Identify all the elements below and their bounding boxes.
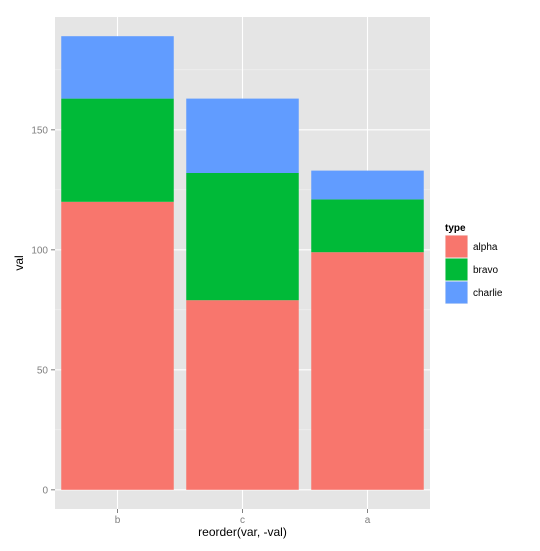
x-tick-label: b (115, 515, 121, 526)
bar-a-bravo (311, 199, 424, 253)
y-tick-label: 100 (31, 245, 48, 256)
legend-label-bravo: bravo (473, 265, 498, 276)
bar-b-bravo (61, 98, 174, 202)
bar-b-charlie (61, 36, 174, 99)
legend-swatch-bravo (445, 258, 468, 281)
bar-a-alpha (311, 252, 424, 490)
legend-swatch-charlie (445, 281, 468, 304)
bar-c-alpha (186, 300, 299, 490)
x-axis-title: reorder(var, -val) (198, 525, 287, 539)
bars (61, 36, 424, 490)
legend-label-charlie: charlie (473, 288, 503, 299)
bar-c-charlie (186, 98, 299, 173)
bar-c-bravo (186, 173, 299, 301)
x-tick-label: a (365, 515, 371, 526)
bar-b-alpha (61, 201, 174, 490)
y-axis-title: val (12, 255, 26, 270)
legend-swatch-alpha (445, 235, 468, 258)
y-tick-label: 0 (42, 485, 48, 496)
y-tick-label: 150 (31, 125, 48, 136)
y-axis-ticks: 0 50 100 150 (31, 125, 55, 496)
legend-title: type (445, 223, 466, 234)
legend-label-alpha: alpha (473, 242, 498, 253)
x-tick-label: c (240, 515, 245, 526)
y-tick-label: 50 (37, 365, 49, 376)
legend: type alpha bravo charlie (445, 223, 503, 304)
bar-a-charlie (311, 170, 424, 200)
